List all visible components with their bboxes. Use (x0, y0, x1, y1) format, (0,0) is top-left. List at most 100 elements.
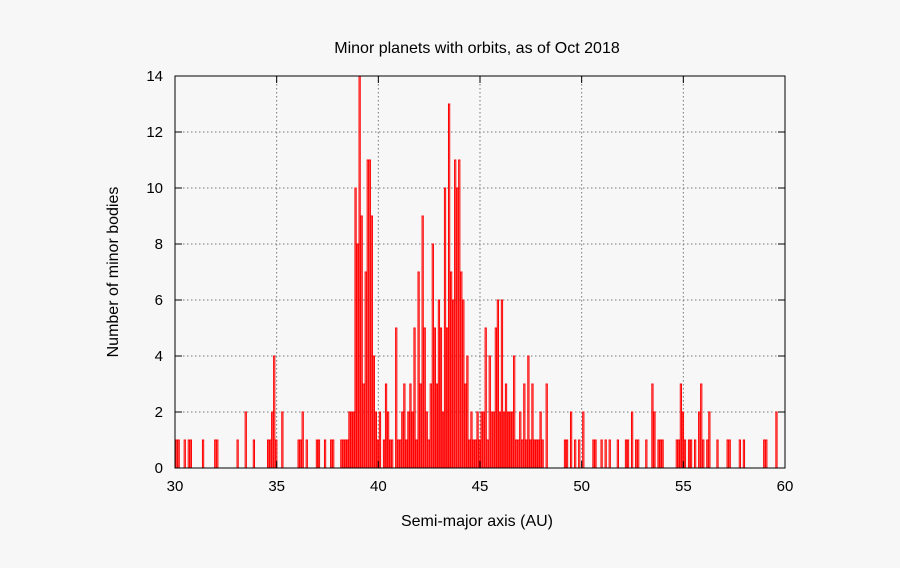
y-tick-label: 8 (155, 236, 163, 253)
histogram-bar (384, 383, 388, 469)
histogram-bar (299, 439, 302, 469)
histogram-bar (269, 439, 272, 469)
histogram-bar (624, 439, 628, 469)
x-tick-label: 35 (268, 478, 285, 495)
histogram-bar (407, 411, 410, 469)
histogram-bar (541, 439, 544, 469)
y-tick-label: 2 (155, 404, 163, 421)
histogram-bar (515, 439, 518, 469)
histogram-bar (183, 439, 186, 469)
histogram-bar (423, 327, 426, 469)
histogram-bar (645, 439, 648, 469)
histogram-bar (177, 439, 180, 469)
histogram-bar (533, 439, 536, 469)
histogram-bar (517, 439, 520, 469)
histogram-bar (594, 439, 597, 469)
histogram-bar (626, 439, 630, 469)
histogram-bar (578, 439, 581, 469)
chart-title: Minor planets with orbits, as of Oct 201… (334, 40, 620, 57)
histogram-bar (348, 411, 351, 469)
histogram-bar (738, 439, 741, 469)
histogram-bar (464, 383, 467, 469)
histogram-bar (637, 439, 640, 469)
histogram-bar (366, 159, 369, 469)
histogram-bar (317, 439, 321, 469)
histogram-bar (765, 439, 768, 469)
y-tick-label: 0 (155, 460, 163, 477)
histogram-bar (315, 439, 319, 469)
histogram-bar (350, 411, 353, 469)
histogram-bar (301, 411, 304, 469)
histogram-bar (281, 411, 284, 469)
axis-ticks (174, 75, 786, 469)
histogram-bar (470, 411, 473, 469)
histogram-bar (708, 411, 711, 469)
histogram-bar (389, 439, 392, 469)
histogram-bar (630, 411, 634, 469)
histogram-bar (490, 411, 493, 469)
histogram-bar (368, 159, 371, 469)
histogram-bar (502, 411, 506, 469)
histogram-bar (340, 439, 343, 469)
histogram-bar (474, 439, 477, 469)
histogram-bar (452, 299, 455, 469)
histogram-bar (425, 411, 428, 469)
histogram-bar (244, 411, 247, 469)
histogram-bar (187, 439, 190, 469)
histogram-bar (374, 411, 378, 469)
histogram-bar (529, 439, 532, 469)
histogram-bar (600, 439, 603, 469)
histogram-bar (252, 439, 256, 469)
histogram-bar (694, 439, 697, 469)
histogram-bar (563, 439, 567, 469)
histogram-bar (433, 327, 436, 469)
histogram-bar (498, 411, 502, 469)
histogram-bar (763, 439, 766, 469)
histogram-bar (330, 439, 333, 469)
histogram-bar (214, 439, 217, 469)
histogram-bar (537, 439, 540, 469)
histogram-bar (742, 439, 746, 469)
histogram-bar (413, 327, 416, 469)
histogram-bar (657, 439, 660, 469)
histogram-bar (700, 383, 703, 469)
x-tick-label: 55 (675, 478, 692, 495)
histogram-bar (354, 187, 357, 469)
histogram-bar (364, 271, 367, 469)
histogram-bar (427, 439, 430, 469)
histogram-bar (523, 383, 526, 469)
histogram-bar (397, 439, 400, 469)
histogram-bar (504, 383, 508, 469)
histogram-bar (429, 383, 432, 469)
histogram-bar (332, 439, 335, 469)
histogram-bar (574, 439, 577, 469)
y-tick-label: 12 (146, 124, 163, 141)
x-tick-label: 45 (472, 478, 489, 495)
histogram-bar (273, 355, 276, 469)
histogram-bar (716, 439, 719, 469)
histogram-bar (677, 439, 680, 469)
histogram-bar (492, 411, 495, 469)
histogram-bar (216, 439, 219, 469)
histogram-bar (271, 411, 274, 469)
histogram-bar (604, 439, 607, 469)
histogram-bar (698, 411, 701, 469)
histogram-bar (450, 271, 453, 469)
histogram-bar (468, 439, 471, 469)
histogram-bar (545, 383, 548, 469)
histogram-bar (415, 439, 418, 469)
histogram-bar (305, 439, 308, 469)
histogram-bar (456, 187, 459, 469)
histogram-bar (462, 299, 465, 469)
histogram-bar (494, 327, 497, 469)
histogram-bar (565, 439, 569, 469)
histogram-bar (726, 439, 729, 469)
histogram-bar (592, 439, 595, 469)
x-tick-label: 30 (167, 478, 184, 495)
histogram-bar (480, 411, 483, 469)
x-axis-label: Semi-major axis (AU) (401, 513, 553, 530)
histogram-bar (417, 271, 420, 469)
histogram-bar (508, 411, 512, 469)
histogram-bar (386, 411, 390, 469)
